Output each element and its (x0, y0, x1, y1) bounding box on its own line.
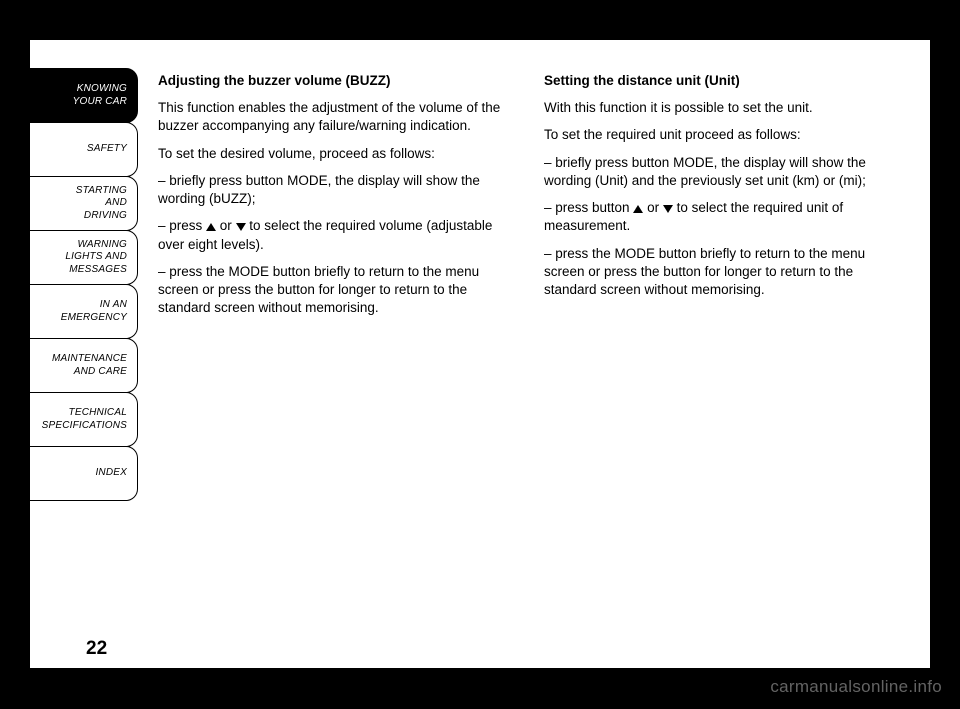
body-text: – briefly press button MODE, the display… (544, 154, 906, 190)
body-text: – press button or to select the required… (544, 199, 906, 235)
tab-knowing-your-car[interactable]: KNOWING YOUR CAR (30, 68, 138, 123)
body-text-fragment: – press (158, 218, 206, 233)
body-text: With this function it is possible to set… (544, 99, 906, 117)
tab-maintenance-and-care[interactable]: MAINTENANCE AND CARE (30, 338, 138, 393)
section-tabs-sidebar: KNOWING YOUR CAR SAFETY STARTING AND DRI… (30, 68, 138, 500)
up-arrow-icon (206, 223, 216, 231)
tab-warning-lights-and-messages[interactable]: WARNING LIGHTS AND MESSAGES (30, 230, 138, 285)
body-text: – press or to select the required volume… (158, 217, 520, 253)
up-arrow-icon (633, 205, 643, 213)
page-number: 22 (86, 638, 107, 660)
body-text-fragment: – press button (544, 200, 633, 215)
section-heading-buzz: Adjusting the buzzer volume (BUZZ) (158, 72, 520, 90)
tab-in-an-emergency[interactable]: IN AN EMERGENCY (30, 284, 138, 339)
section-heading-unit: Setting the distance unit (Unit) (544, 72, 906, 90)
tab-technical-specifications[interactable]: TECHNICAL SPECIFICATIONS (30, 392, 138, 447)
body-text-fragment: or (216, 218, 236, 233)
tab-safety[interactable]: SAFETY (30, 122, 138, 177)
manual-page: KNOWING YOUR CAR SAFETY STARTING AND DRI… (30, 40, 930, 668)
body-text-fragment: or (643, 200, 663, 215)
body-text: To set the required unit proceed as foll… (544, 126, 906, 144)
body-text: To set the desired volume, proceed as fo… (158, 145, 520, 163)
body-text: This function enables the adjustment of … (158, 99, 520, 135)
down-arrow-icon (663, 205, 673, 213)
left-column: Adjusting the buzzer volume (BUZZ) This … (158, 72, 520, 326)
body-text: – press the MODE button briefly to retur… (544, 245, 906, 300)
page-content: Adjusting the buzzer volume (BUZZ) This … (158, 72, 906, 326)
tab-index[interactable]: INDEX (30, 446, 138, 501)
down-arrow-icon (236, 223, 246, 231)
watermark-text: carmanualsonline.info (770, 677, 942, 697)
body-text: – press the MODE button briefly to retur… (158, 263, 520, 318)
body-text: – briefly press button MODE, the display… (158, 172, 520, 208)
right-column: Setting the distance unit (Unit) With th… (544, 72, 906, 326)
tab-starting-and-driving[interactable]: STARTING AND DRIVING (30, 176, 138, 231)
